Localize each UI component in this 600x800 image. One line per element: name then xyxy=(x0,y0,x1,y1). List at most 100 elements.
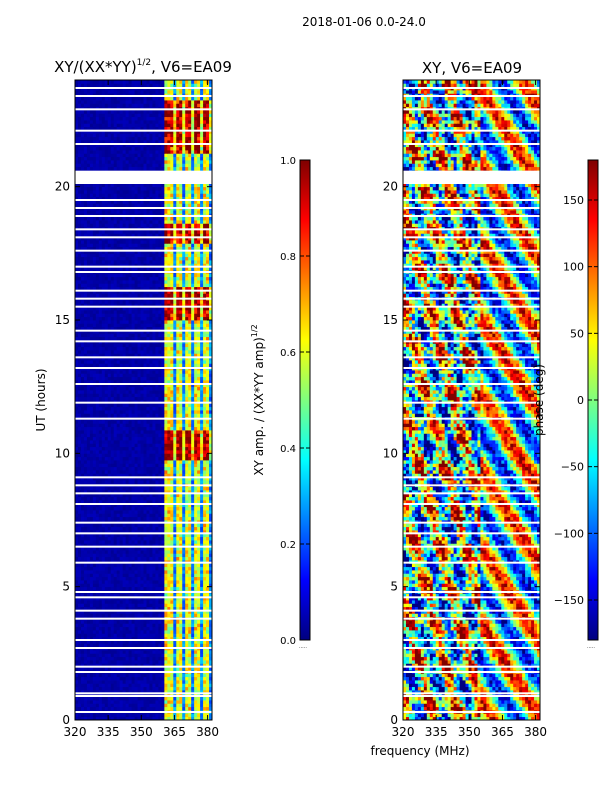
heatmap-cell xyxy=(194,650,198,654)
heatmap-cell xyxy=(179,630,183,634)
heatmap-cell xyxy=(80,480,85,484)
heatmap-cell xyxy=(173,586,177,591)
heatmap-cell xyxy=(134,716,138,721)
heatmap-cell xyxy=(179,643,183,648)
heatmap-cell xyxy=(128,380,132,384)
heatmap-cell xyxy=(104,476,109,481)
heatmap-cell xyxy=(116,473,121,478)
heatmap-cell xyxy=(161,610,165,614)
heatmap-cell xyxy=(167,673,171,678)
heatmap-cell xyxy=(89,556,94,561)
heatmap-cell xyxy=(92,470,97,474)
heatmap-cell xyxy=(122,510,127,514)
heatmap-cell xyxy=(176,453,180,458)
heatmap-cell xyxy=(167,426,171,431)
heatmap-cell xyxy=(185,386,189,391)
heatmap-cell xyxy=(98,673,103,678)
heatmap-cell xyxy=(191,466,195,471)
heatmap-cell xyxy=(179,476,183,481)
heatmap-cell xyxy=(203,443,207,448)
heatmap-cell xyxy=(143,536,147,541)
heatmap-cell xyxy=(146,513,150,518)
heatmap-cell xyxy=(86,626,91,631)
heatmap-cell xyxy=(203,576,207,581)
heatmap-cell xyxy=(203,360,207,364)
heatmap-cell xyxy=(110,640,115,644)
heatmap-cell xyxy=(194,383,198,388)
heatmap-cell xyxy=(188,406,192,411)
heatmap-cell xyxy=(131,543,135,548)
heatmap-cell xyxy=(143,563,147,568)
heatmap-cell xyxy=(185,606,189,611)
heatmap-cell xyxy=(143,703,147,708)
heatmap-cell xyxy=(125,466,130,471)
heatmap-cell xyxy=(83,633,88,638)
heatmap-cell xyxy=(173,403,177,408)
heatmap-cell xyxy=(209,580,213,584)
heatmap-cell xyxy=(203,673,207,678)
heatmap-cell xyxy=(182,376,186,381)
heatmap-cell xyxy=(131,540,135,544)
heatmap-cell xyxy=(191,523,195,528)
heatmap-cell xyxy=(158,563,162,568)
heatmap-cell xyxy=(119,526,124,531)
heatmap-cell xyxy=(77,383,82,388)
heatmap-cell xyxy=(158,686,162,691)
heatmap-cell xyxy=(92,383,97,388)
heatmap-cell xyxy=(191,370,195,374)
heatmap-cell xyxy=(167,686,171,691)
heatmap-cell xyxy=(92,546,97,551)
heatmap-cell xyxy=(206,436,210,441)
heatmap-cell xyxy=(80,633,85,638)
heatmap-cell xyxy=(77,683,82,688)
heatmap-cell xyxy=(179,423,183,428)
heatmap-cell xyxy=(191,420,195,424)
heatmap-cell xyxy=(75,636,79,641)
heatmap-cell xyxy=(200,363,204,368)
heatmap-cell xyxy=(131,526,135,531)
heatmap-cell xyxy=(197,490,201,494)
heatmap-cell xyxy=(95,390,100,394)
heatmap-cell xyxy=(197,413,201,418)
heatmap-cell xyxy=(107,446,112,451)
heatmap-cell xyxy=(176,570,180,574)
heatmap-cell xyxy=(206,513,210,518)
heatmap-cell xyxy=(206,593,210,598)
heatmap-cell xyxy=(98,640,103,644)
heatmap-cell xyxy=(203,606,207,611)
heatmap-cell xyxy=(179,656,183,661)
heatmap-cell xyxy=(155,373,159,378)
heatmap-cell xyxy=(113,490,118,494)
heatmap-cell xyxy=(206,576,210,581)
heatmap-cell xyxy=(152,363,156,368)
heatmap-cell xyxy=(170,360,174,364)
heatmap-cell xyxy=(143,583,147,588)
heatmap-cell xyxy=(149,476,153,481)
heatmap-cell xyxy=(86,473,91,478)
heatmap-cell xyxy=(104,380,109,384)
heatmap-cell xyxy=(206,450,210,454)
heatmap-cell xyxy=(206,370,210,374)
heatmap-cell xyxy=(110,623,115,628)
heatmap-cell xyxy=(176,623,180,628)
heatmap-cell xyxy=(131,383,135,388)
heatmap-cell xyxy=(116,546,121,551)
heatmap-cell xyxy=(203,423,207,428)
heatmap-cell xyxy=(119,440,124,444)
heatmap-cell xyxy=(86,526,91,531)
heatmap-cell xyxy=(116,583,121,588)
heatmap-cell xyxy=(134,653,138,658)
heatmap-cell xyxy=(182,570,186,574)
heatmap-cell xyxy=(95,503,100,508)
heatmap-cell xyxy=(134,623,138,628)
heatmap-cell xyxy=(107,390,112,394)
heatmap-cell xyxy=(128,466,132,471)
heatmap-cell xyxy=(95,543,100,548)
heatmap-cell xyxy=(107,403,112,408)
heatmap-cell xyxy=(80,580,85,584)
heatmap-cell xyxy=(164,556,168,561)
heatmap-cell xyxy=(170,373,174,378)
heatmap-cell xyxy=(206,630,210,634)
heatmap-cell xyxy=(75,470,79,474)
heatmap-cell xyxy=(149,493,153,498)
